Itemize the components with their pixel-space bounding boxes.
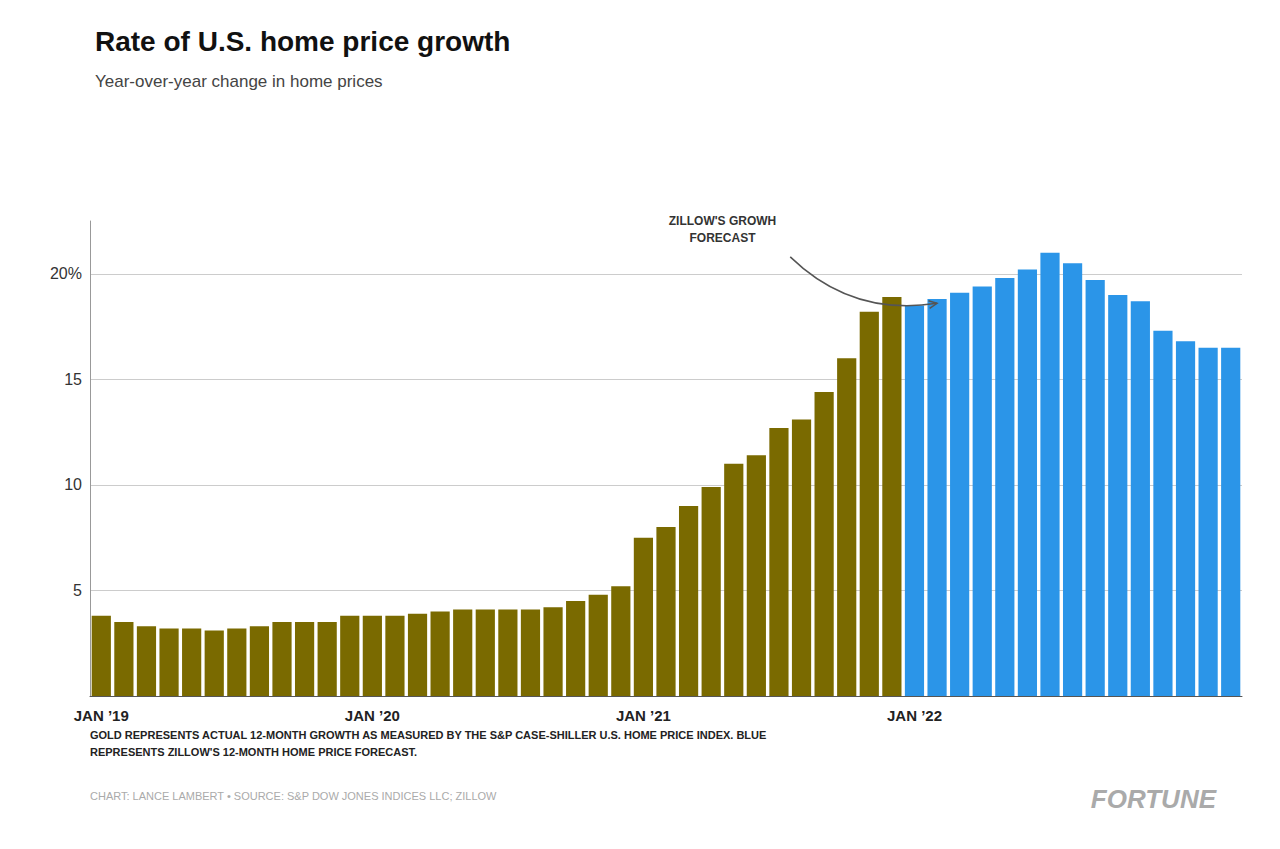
svg-text:GOLD REPRESENTS ACTUAL 12-MONT: GOLD REPRESENTS ACTUAL 12-MONTH GROWTH A… (90, 729, 766, 741)
svg-text:10: 10 (64, 476, 82, 493)
svg-text:JAN ’21: JAN ’21 (616, 707, 671, 724)
svg-text:FORTUNE: FORTUNE (1091, 784, 1217, 814)
svg-text:20%: 20% (50, 265, 82, 282)
svg-text:JAN ’19: JAN ’19 (74, 707, 129, 724)
svg-text:JAN ’20: JAN ’20 (345, 707, 400, 724)
svg-text:CHART: LANCE LAMBERT • SOURCE:: CHART: LANCE LAMBERT • SOURCE: S&P DOW J… (90, 790, 497, 802)
svg-text:JAN ’22: JAN ’22 (887, 707, 942, 724)
svg-text:REPRESENTS ZILLOW'S 12-MONTH H: REPRESENTS ZILLOW'S 12-MONTH HOME PRICE … (90, 746, 417, 758)
svg-text:ZILLOW'S GROWH: ZILLOW'S GROWH (669, 214, 777, 228)
svg-text:Rate of U.S. home price growth: Rate of U.S. home price growth (95, 26, 510, 57)
svg-text:15: 15 (64, 371, 82, 388)
svg-text:FORECAST: FORECAST (689, 231, 756, 245)
svg-text:5: 5 (73, 582, 82, 599)
svg-text:Year-over-year change in home: Year-over-year change in home prices (95, 72, 383, 91)
